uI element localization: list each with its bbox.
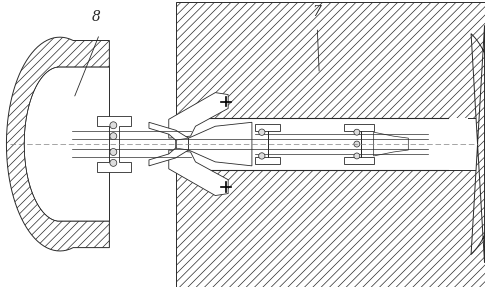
Polygon shape <box>169 93 228 138</box>
Polygon shape <box>188 122 252 166</box>
Polygon shape <box>255 124 280 164</box>
Text: 8: 8 <box>92 10 101 24</box>
Polygon shape <box>344 124 374 164</box>
Polygon shape <box>374 132 408 156</box>
Circle shape <box>259 153 265 159</box>
Text: 7: 7 <box>313 5 322 19</box>
Circle shape <box>354 153 360 159</box>
Bar <box>176 118 468 170</box>
Bar <box>176 118 468 170</box>
Circle shape <box>259 129 265 135</box>
Circle shape <box>110 122 117 129</box>
Circle shape <box>354 141 360 147</box>
Polygon shape <box>471 25 487 263</box>
Circle shape <box>354 129 360 135</box>
Polygon shape <box>24 67 110 221</box>
Polygon shape <box>149 122 188 166</box>
Polygon shape <box>6 37 110 251</box>
Circle shape <box>110 133 117 140</box>
Polygon shape <box>176 1 485 118</box>
Polygon shape <box>176 170 485 287</box>
Polygon shape <box>96 116 131 172</box>
Polygon shape <box>169 150 228 196</box>
Circle shape <box>110 149 117 156</box>
Circle shape <box>110 160 117 166</box>
